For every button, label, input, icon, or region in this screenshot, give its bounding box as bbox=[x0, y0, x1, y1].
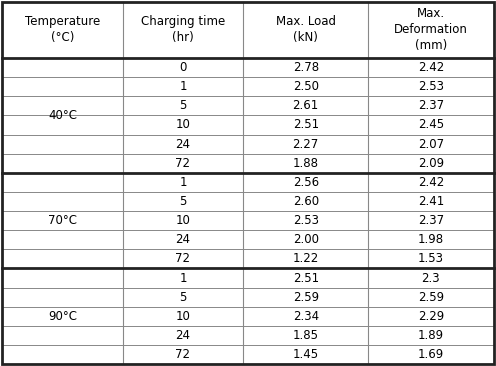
Text: 2.34: 2.34 bbox=[293, 310, 319, 323]
Text: 72: 72 bbox=[176, 348, 190, 361]
Text: Max. Load
(kN): Max. Load (kN) bbox=[276, 15, 336, 44]
Text: 2.45: 2.45 bbox=[418, 119, 444, 131]
Text: 10: 10 bbox=[176, 119, 190, 131]
Text: 2.50: 2.50 bbox=[293, 80, 319, 93]
Text: 2.59: 2.59 bbox=[418, 291, 444, 304]
Text: 2.61: 2.61 bbox=[293, 99, 319, 112]
Text: 24: 24 bbox=[176, 329, 190, 342]
Text: 2.56: 2.56 bbox=[293, 176, 319, 189]
Text: 2.3: 2.3 bbox=[422, 272, 440, 284]
Text: 2.27: 2.27 bbox=[293, 138, 319, 150]
Text: 1.69: 1.69 bbox=[418, 348, 444, 361]
Text: Temperature
(°C): Temperature (°C) bbox=[25, 15, 100, 44]
Text: 10: 10 bbox=[176, 310, 190, 323]
Text: 5: 5 bbox=[179, 99, 186, 112]
Text: 1: 1 bbox=[179, 176, 186, 189]
Text: 1.22: 1.22 bbox=[293, 253, 319, 265]
Text: 2.78: 2.78 bbox=[293, 61, 319, 74]
Text: 5: 5 bbox=[179, 195, 186, 208]
Text: 1.85: 1.85 bbox=[293, 329, 319, 342]
Text: 2.60: 2.60 bbox=[293, 195, 319, 208]
Text: 2.53: 2.53 bbox=[293, 214, 319, 227]
Text: 2.51: 2.51 bbox=[293, 119, 319, 131]
Text: 1.88: 1.88 bbox=[293, 157, 319, 170]
Text: 2.42: 2.42 bbox=[418, 61, 444, 74]
Text: 1.53: 1.53 bbox=[418, 253, 444, 265]
Text: 10: 10 bbox=[176, 214, 190, 227]
Text: 2.00: 2.00 bbox=[293, 233, 319, 246]
Text: 2.37: 2.37 bbox=[418, 99, 444, 112]
Text: 70°C: 70°C bbox=[48, 214, 77, 227]
Text: 24: 24 bbox=[176, 138, 190, 150]
Text: 1.45: 1.45 bbox=[293, 348, 319, 361]
Text: 2.29: 2.29 bbox=[418, 310, 444, 323]
Text: 90°C: 90°C bbox=[48, 310, 77, 323]
Text: 2.07: 2.07 bbox=[418, 138, 444, 150]
Text: 1: 1 bbox=[179, 272, 186, 284]
Text: 2.59: 2.59 bbox=[293, 291, 319, 304]
Text: 72: 72 bbox=[176, 157, 190, 170]
Text: 40°C: 40°C bbox=[48, 109, 77, 122]
Text: 2.42: 2.42 bbox=[418, 176, 444, 189]
Text: 1.98: 1.98 bbox=[418, 233, 444, 246]
Text: 24: 24 bbox=[176, 233, 190, 246]
Text: 2.51: 2.51 bbox=[293, 272, 319, 284]
Text: 2.09: 2.09 bbox=[418, 157, 444, 170]
Text: 2.41: 2.41 bbox=[418, 195, 444, 208]
Text: Max.
Deformation
(mm): Max. Deformation (mm) bbox=[394, 7, 468, 52]
Text: Charging time
(hr): Charging time (hr) bbox=[141, 15, 225, 44]
Text: 72: 72 bbox=[176, 253, 190, 265]
Text: 2.37: 2.37 bbox=[418, 214, 444, 227]
Text: 2.53: 2.53 bbox=[418, 80, 444, 93]
Text: 1.89: 1.89 bbox=[418, 329, 444, 342]
Text: 5: 5 bbox=[179, 291, 186, 304]
Text: 0: 0 bbox=[179, 61, 186, 74]
Text: 1: 1 bbox=[179, 80, 186, 93]
